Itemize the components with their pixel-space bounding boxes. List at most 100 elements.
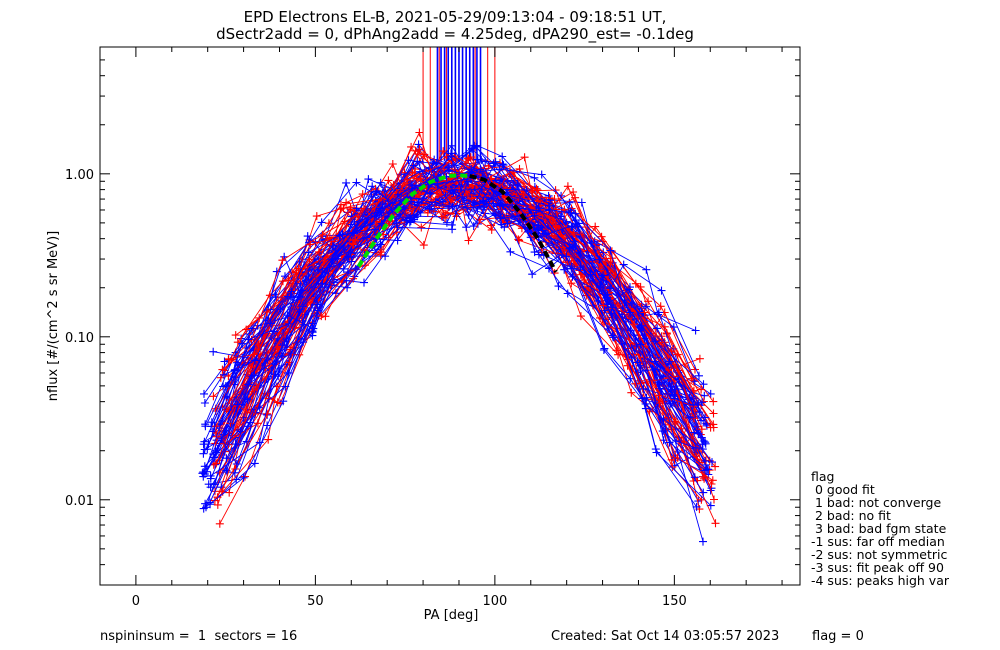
series-blue-marker xyxy=(706,501,715,510)
series-red-line xyxy=(217,163,715,506)
series-blue-marker xyxy=(642,393,651,402)
series-blue-marker xyxy=(498,152,507,161)
series-blue-marker xyxy=(636,340,645,349)
series-blue-marker xyxy=(295,292,304,301)
series-blue-marker xyxy=(230,366,239,375)
series-blue-marker xyxy=(464,210,473,219)
series-red-marker xyxy=(697,495,706,504)
series-red-marker xyxy=(487,225,496,234)
series-blue-marker xyxy=(377,219,386,228)
series-blue-line xyxy=(226,158,704,542)
series-red-marker xyxy=(412,174,421,183)
series-red-marker xyxy=(342,198,351,207)
series-blue-line xyxy=(204,155,697,504)
series-blue-marker xyxy=(633,358,642,367)
series-red-marker xyxy=(358,190,367,199)
series-red-marker xyxy=(213,500,222,509)
series-blue-marker xyxy=(524,227,533,236)
legend-item: 0 good fit xyxy=(811,482,875,497)
series-blue-marker xyxy=(220,357,229,366)
series-red-marker xyxy=(349,274,358,283)
series-blue-marker xyxy=(577,198,586,207)
series-blue-marker xyxy=(279,397,288,406)
series-blue-marker xyxy=(632,341,641,350)
series-blue-marker xyxy=(606,284,614,293)
series-blue-marker xyxy=(499,161,508,170)
series-blue-marker xyxy=(304,248,313,257)
series-red-marker xyxy=(348,240,357,249)
legend-item: 1 bad: not converge xyxy=(811,495,941,510)
series-blue-marker xyxy=(313,306,322,315)
series-red-marker xyxy=(218,365,227,374)
series-blue-marker xyxy=(232,460,241,468)
series-blue-marker xyxy=(447,220,456,229)
series-red-marker xyxy=(231,331,240,340)
series-blue-marker xyxy=(570,237,579,246)
series-blue-line xyxy=(205,181,700,427)
series-red-marker xyxy=(631,279,640,288)
series-blue-marker xyxy=(654,310,662,319)
series-blue-marker xyxy=(665,438,674,447)
series-blue-marker xyxy=(211,446,220,455)
series-blue-marker xyxy=(328,242,337,250)
series-blue-marker xyxy=(595,255,604,264)
series-red-marker xyxy=(420,150,429,159)
series-blue-marker xyxy=(562,252,571,261)
series-blue-marker xyxy=(651,445,660,454)
series-blue-marker xyxy=(586,270,595,279)
series-blue-marker xyxy=(248,324,256,333)
series-blue-marker xyxy=(641,404,650,413)
series-blue-marker xyxy=(534,203,543,212)
series-red-marker xyxy=(549,216,558,224)
series-blue-marker xyxy=(317,218,326,227)
series-blue-marker xyxy=(698,398,707,407)
series-blue-marker xyxy=(283,311,292,320)
series-blue-marker xyxy=(413,157,422,166)
series-red-marker xyxy=(687,374,696,383)
series-blue-marker xyxy=(200,389,208,398)
series-blue-marker xyxy=(278,341,287,350)
series-blue-marker xyxy=(464,177,472,186)
series-red-marker xyxy=(423,208,432,217)
series-blue-marker xyxy=(534,250,543,259)
plot-area xyxy=(198,47,720,546)
series-blue-marker xyxy=(491,157,500,166)
series-blue-marker xyxy=(701,466,710,475)
series-blue-marker xyxy=(599,346,608,354)
series-blue-marker xyxy=(303,232,312,241)
series-red-marker xyxy=(388,160,397,168)
series-blue-marker xyxy=(695,371,703,380)
series-blue-marker xyxy=(278,352,286,361)
footer-created: Created: Sat Oct 14 03:05:57 2023 xyxy=(551,629,779,644)
series-blue-marker xyxy=(692,502,701,511)
series-red-marker xyxy=(278,277,287,286)
series-blue-marker xyxy=(508,200,517,209)
series-blue-line xyxy=(206,190,694,450)
series-blue-marker xyxy=(701,413,710,422)
series-blue-marker xyxy=(250,459,259,468)
x-tick-label: 50 xyxy=(307,594,324,609)
series-red-marker xyxy=(560,205,569,214)
series-blue-marker xyxy=(255,438,264,447)
series-red-marker xyxy=(437,212,446,221)
series-blue-marker xyxy=(206,471,215,480)
series-blue-marker xyxy=(654,308,663,317)
series-red-marker xyxy=(656,302,665,311)
series-red-marker xyxy=(241,472,249,481)
series-blue-marker xyxy=(199,472,208,481)
series-red-marker xyxy=(312,212,321,221)
series-blue-marker xyxy=(283,292,292,301)
series-blue-marker xyxy=(554,282,563,291)
series-red-marker xyxy=(711,462,720,471)
series-blue-marker xyxy=(594,296,603,305)
series-blue-marker xyxy=(412,181,420,190)
series-blue-marker xyxy=(199,504,208,513)
series-blue-marker xyxy=(642,302,650,311)
y-tick-label: 0.10 xyxy=(65,331,94,346)
series-red-marker xyxy=(419,241,428,250)
series-blue-line xyxy=(223,189,703,403)
series-red-line xyxy=(215,178,714,464)
x-tick-label: 0 xyxy=(132,594,140,609)
series-blue-marker xyxy=(699,488,708,497)
series-blue-marker xyxy=(447,141,456,150)
